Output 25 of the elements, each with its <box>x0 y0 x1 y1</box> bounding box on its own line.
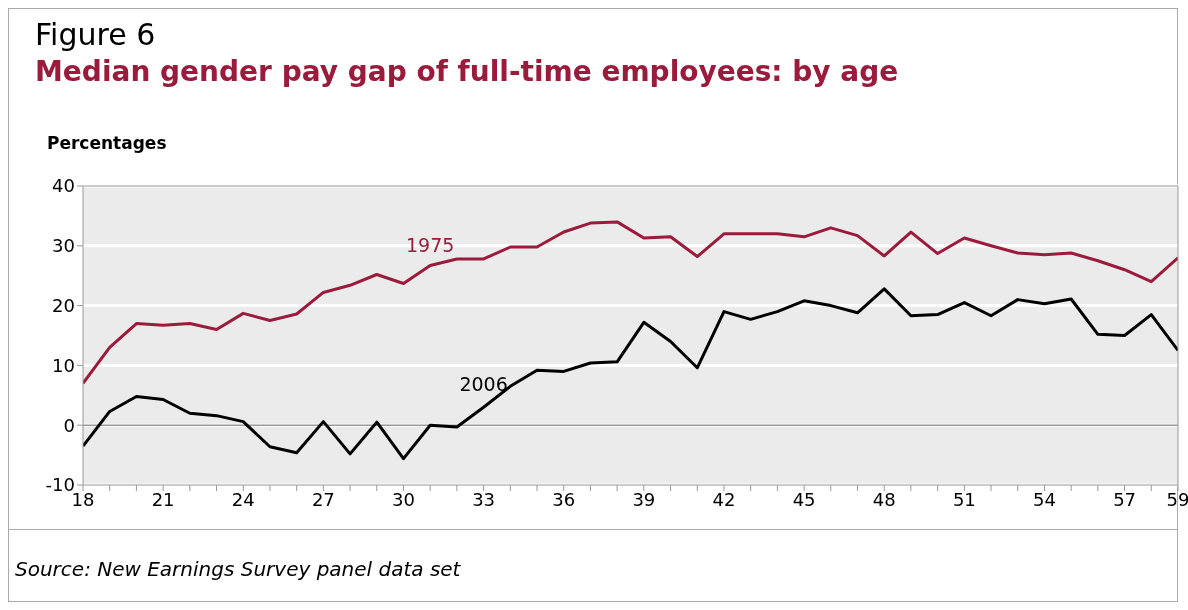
x-tick-label: 42 <box>712 488 736 510</box>
chart-subtitle: Median gender pay gap of full-time employees: by age <box>35 55 899 88</box>
x-tick-label: 30 <box>392 488 415 510</box>
x-tick-label: 33 <box>472 488 496 510</box>
x-tick-label: 54 <box>1033 488 1056 510</box>
x-tick-label: 24 <box>231 488 255 510</box>
x-tick-label: 21 <box>151 488 175 510</box>
x-tick-label: 39 <box>632 488 656 510</box>
series-label: 1975 <box>406 233 455 256</box>
x-tick-label: 51 <box>952 488 976 510</box>
x-tick-label: 57 <box>1113 488 1137 510</box>
x-tick-label: 36 <box>552 488 576 510</box>
x-tick-label: 45 <box>792 488 816 510</box>
chart-title: Figure 6 <box>35 17 156 52</box>
y-tick-label: 30 <box>52 235 75 257</box>
y-tick-label: 40 <box>52 175 75 197</box>
y-tick-label: 10 <box>52 354 75 376</box>
x-tick-label: 59 <box>1166 488 1188 510</box>
x-tick-label: 27 <box>311 488 335 510</box>
source-note: Source: New Earnings Survey panel data set <box>15 557 461 581</box>
x-tick-label: 48 <box>872 488 896 510</box>
series-label: 2006 <box>459 373 508 396</box>
y-tick-label: 0 <box>63 414 75 436</box>
y-axis-title: Percentages <box>47 133 167 153</box>
y-tick-label: 20 <box>52 294 75 316</box>
